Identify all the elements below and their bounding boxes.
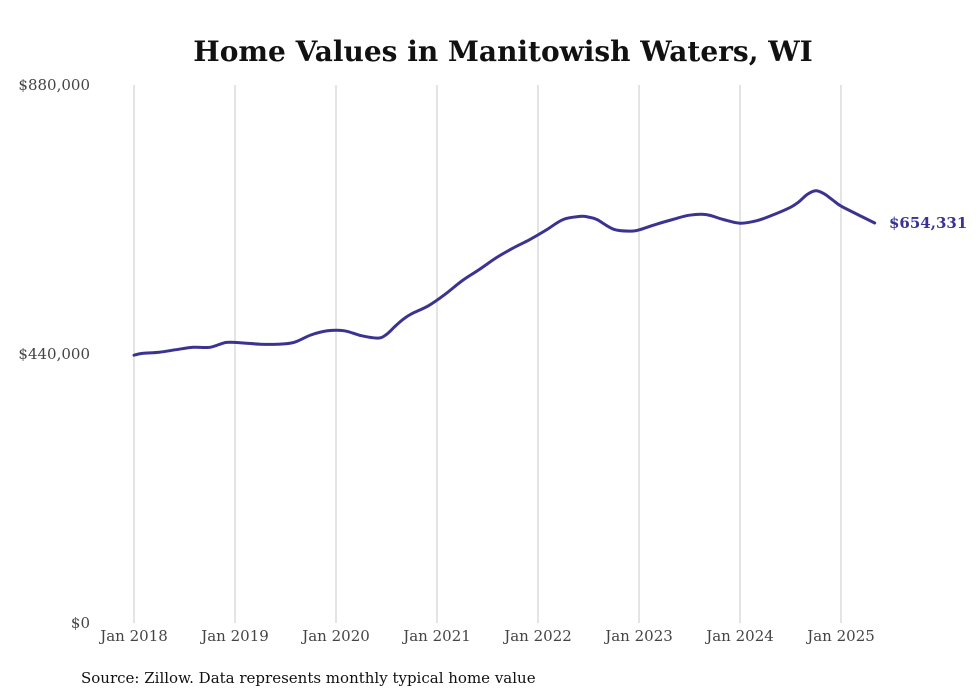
x-axis-ticks: Jan 2018 Jan 2019 Jan 2020 Jan 2021 Jan 2022… [98, 627, 875, 645]
x-tick-label-3: Jan 2021 [401, 627, 471, 645]
y-axis-ticks: $0 $440,000 $880,000 [18, 76, 90, 632]
chart-title: Home Values in Manitowish Waters, WI [193, 35, 813, 68]
x-tick-label-6: Jan 2024 [704, 627, 774, 645]
x-tick-label-1: Jan 2019 [199, 627, 269, 645]
y-tick-label-2: $880,000 [18, 76, 90, 94]
series [132, 189, 877, 357]
x-tick-label-0: Jan 2018 [98, 627, 168, 645]
y-tick-label-1: $440,000 [18, 345, 90, 363]
series-line-0 [132, 189, 877, 357]
x-tick-label-2: Jan 2020 [300, 627, 370, 645]
end-value-label: $654,331 [889, 214, 967, 232]
x-tick-label-4: Jan 2022 [502, 627, 572, 645]
source-note: Source: Zillow. Data represents monthly … [81, 669, 536, 687]
x-tick-label-7: Jan 2025 [805, 627, 875, 645]
gridlines [133, 85, 842, 623]
y-tick-label-0: $0 [71, 614, 90, 632]
x-tick-label-5: Jan 2023 [603, 627, 673, 645]
